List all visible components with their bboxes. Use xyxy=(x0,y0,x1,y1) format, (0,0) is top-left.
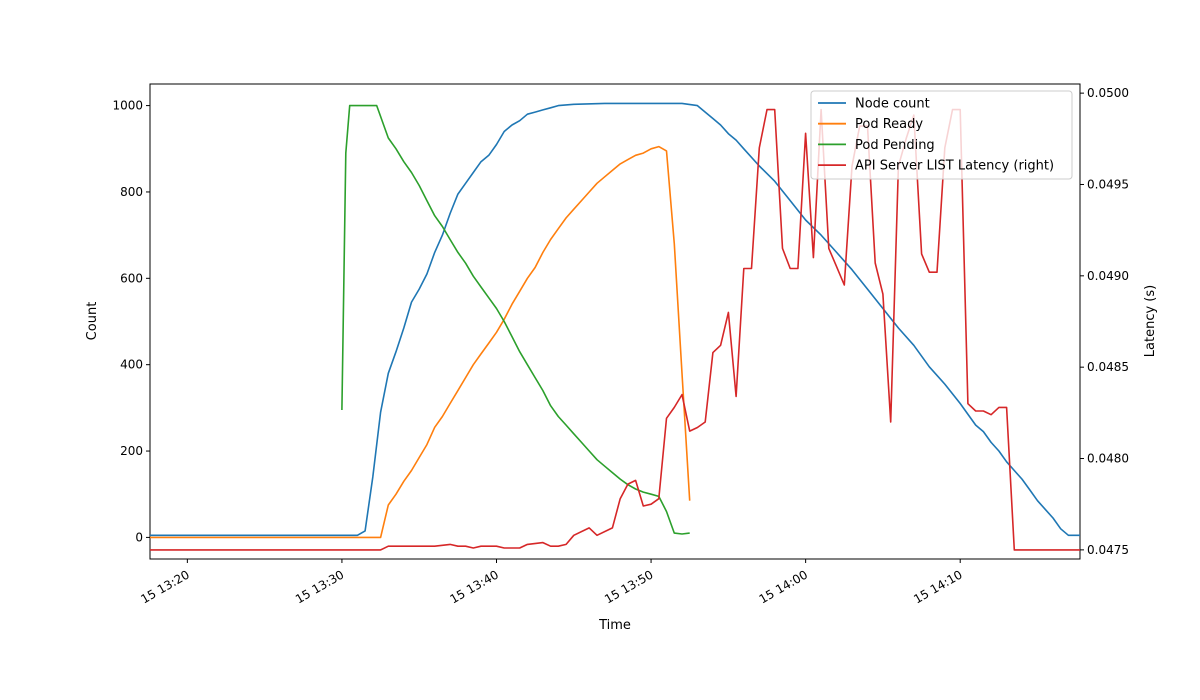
left-y-tick-label-5: 1000 xyxy=(112,99,143,113)
x-tick-label-0: 15 13:20 xyxy=(138,567,191,606)
series-lines xyxy=(150,102,1080,551)
right-y-tick-label-4: 0.0495 xyxy=(1087,177,1129,191)
left-y-axis-label: Count xyxy=(85,302,100,341)
x-tick-label-2: 15 13:40 xyxy=(448,567,501,606)
right-y-tick-label-1: 0.0480 xyxy=(1087,452,1129,466)
x-axis-label: Time xyxy=(598,618,631,633)
legend-label-0: Node count xyxy=(855,97,930,112)
right-y-tick-label-5: 0.0500 xyxy=(1087,86,1129,100)
left-y-tick-label-0: 0 xyxy=(135,530,143,544)
series-line-2 xyxy=(341,104,690,535)
right-y-tick-label-0: 0.0475 xyxy=(1087,543,1129,557)
x-tick-label-5: 15 14:10 xyxy=(911,567,964,606)
left-y-tick-label-2: 400 xyxy=(120,358,143,372)
right-y-axis-label: Latency (s) xyxy=(1143,285,1158,357)
right-y-tick-label-2: 0.0485 xyxy=(1087,360,1129,374)
series-line-1 xyxy=(150,145,691,539)
x-tick-label-1: 15 13:30 xyxy=(293,567,346,606)
x-tick-label-4: 15 14:00 xyxy=(757,567,810,606)
left-y-tick-label-1: 200 xyxy=(120,444,143,458)
x-tick-label-3: 15 13:50 xyxy=(602,567,655,606)
x-axis-ticks: 15 13:20 15 13:30 15 13:40 15 13:50 15 14:00… xyxy=(138,559,965,606)
legend-box xyxy=(810,90,1073,180)
series-line-0 xyxy=(150,102,1080,537)
right-y-axis-ticks: 0.0475 0.0480 0.0485 0.0490 0.0495 0.0500 xyxy=(1080,86,1129,557)
legend: Node count Pod Ready Pod Pending API Server… xyxy=(810,90,1073,180)
legend-label-1: Pod Ready xyxy=(855,117,923,132)
left-y-axis-ticks: 0 200 400 600 800 1000 xyxy=(112,99,150,544)
legend-label-2: Pod Pending xyxy=(855,138,935,153)
left-y-tick-label-3: 600 xyxy=(120,271,143,285)
series-line-3 xyxy=(150,108,1080,551)
legend-label-3: API Server LIST Latency (right) xyxy=(855,159,1054,174)
right-y-tick-label-3: 0.0490 xyxy=(1087,269,1129,283)
left-y-tick-label-4: 800 xyxy=(120,185,143,199)
